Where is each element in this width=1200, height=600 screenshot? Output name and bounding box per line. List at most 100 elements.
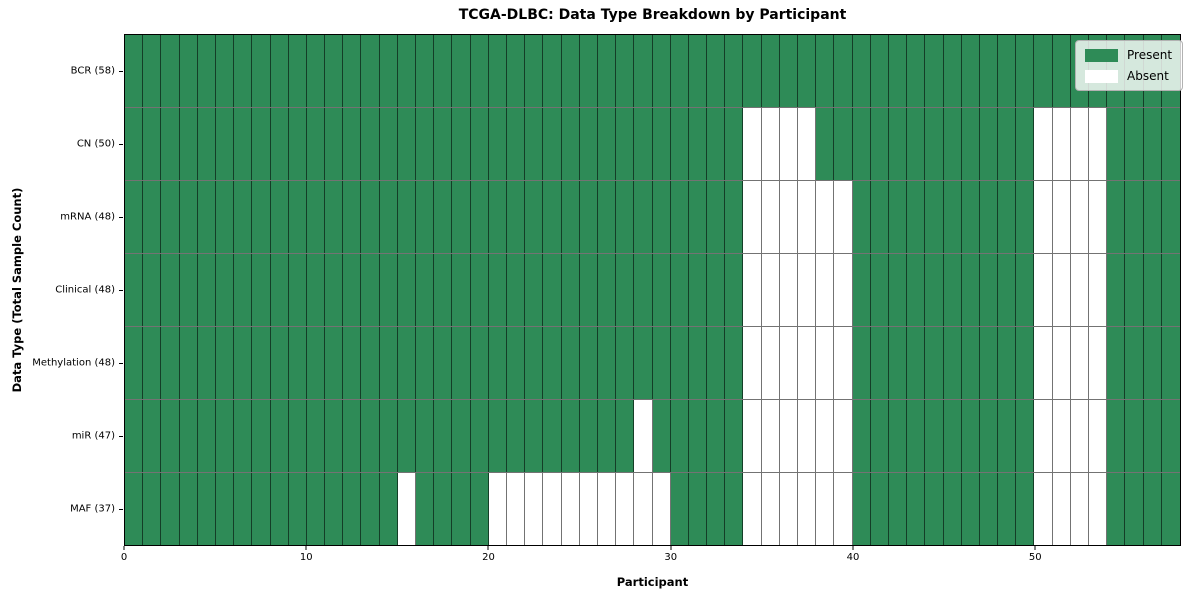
matrix-cell-Methylation-39 xyxy=(834,327,853,399)
matrix-cell-Methylation-32 xyxy=(707,327,726,399)
matrix-cell-CN-6 xyxy=(234,108,253,180)
heatmap-row-MAF xyxy=(125,473,1180,545)
matrix-cell-mRNA-37 xyxy=(798,181,817,253)
matrix-cell-Clinical-45 xyxy=(943,254,962,326)
legend-swatch-present-icon xyxy=(1085,48,1118,62)
matrix-cell-MAF-38 xyxy=(816,473,835,545)
matrix-cell-miR-45 xyxy=(943,400,962,472)
matrix-cell-mRNA-2 xyxy=(161,181,180,253)
matrix-cell-mRNA-53 xyxy=(1089,181,1108,253)
matrix-cell-MAF-19 xyxy=(470,473,489,545)
matrix-cell-Clinical-24 xyxy=(561,254,580,326)
x-tick-mark xyxy=(305,546,307,550)
y-tick-label: MAF (37) xyxy=(70,503,115,515)
matrix-cell-BCR-10 xyxy=(306,35,326,107)
x-tick-mark xyxy=(487,546,489,550)
matrix-cell-BCR-34 xyxy=(743,35,762,107)
matrix-cell-BCR-2 xyxy=(161,35,180,107)
matrix-cell-mRNA-52 xyxy=(1070,181,1090,253)
matrix-cell-MAF-13 xyxy=(361,473,380,545)
matrix-cell-Clinical-2 xyxy=(161,254,180,326)
matrix-cell-CN-2 xyxy=(161,108,180,180)
x-tick-label: 30 xyxy=(664,552,678,563)
matrix-cell-Methylation-45 xyxy=(943,327,962,399)
matrix-cell-MAF-55 xyxy=(1125,473,1144,545)
matrix-cell-CN-57 xyxy=(1161,108,1180,180)
matrix-cell-BCR-3 xyxy=(179,35,198,107)
matrix-cell-BCR-12 xyxy=(343,35,362,107)
matrix-cell-miR-55 xyxy=(1125,400,1144,472)
matrix-cell-MAF-46 xyxy=(961,473,980,545)
matrix-cell-Methylation-26 xyxy=(597,327,617,399)
matrix-cell-MAF-56 xyxy=(1143,473,1162,545)
matrix-cell-Clinical-54 xyxy=(1107,254,1126,326)
matrix-cell-CN-0 xyxy=(125,108,144,180)
matrix-cell-miR-44 xyxy=(925,400,944,472)
matrix-cell-BCR-26 xyxy=(597,35,617,107)
matrix-cell-mRNA-39 xyxy=(834,181,853,253)
matrix-cell-mRNA-17 xyxy=(434,181,453,253)
matrix-cell-CN-32 xyxy=(707,108,726,180)
matrix-cell-miR-52 xyxy=(1070,400,1090,472)
matrix-cell-CN-49 xyxy=(1016,108,1035,180)
matrix-cell-Methylation-23 xyxy=(543,327,562,399)
matrix-cell-BCR-29 xyxy=(652,35,671,107)
matrix-cell-Methylation-4 xyxy=(197,327,216,399)
matrix-cell-miR-35 xyxy=(761,400,780,472)
matrix-cell-Methylation-11 xyxy=(325,327,344,399)
matrix-cell-BCR-47 xyxy=(979,35,999,107)
matrix-cell-MAF-24 xyxy=(561,473,580,545)
matrix-cell-Clinical-49 xyxy=(1016,254,1035,326)
matrix-cell-Methylation-18 xyxy=(452,327,471,399)
matrix-cell-CN-35 xyxy=(761,108,780,180)
matrix-cell-miR-9 xyxy=(288,400,307,472)
matrix-cell-Methylation-36 xyxy=(779,327,799,399)
matrix-cell-BCR-49 xyxy=(1016,35,1035,107)
y-tick-mRNA: mRNA (48) xyxy=(0,211,124,223)
heatmap-row-CN xyxy=(125,108,1180,181)
matrix-cell-BCR-7 xyxy=(252,35,271,107)
matrix-cell-MAF-23 xyxy=(543,473,562,545)
matrix-cell-BCR-39 xyxy=(834,35,853,107)
matrix-cell-mRNA-27 xyxy=(616,181,635,253)
y-tick-mark xyxy=(119,363,123,365)
matrix-cell-CN-8 xyxy=(270,108,289,180)
matrix-cell-CN-38 xyxy=(816,108,835,180)
matrix-cell-CN-41 xyxy=(870,108,889,180)
matrix-cell-BCR-50 xyxy=(1034,35,1053,107)
matrix-cell-BCR-45 xyxy=(943,35,962,107)
matrix-cell-miR-24 xyxy=(561,400,580,472)
matrix-cell-miR-23 xyxy=(543,400,562,472)
matrix-cell-Methylation-38 xyxy=(816,327,835,399)
x-tick-label: 0 xyxy=(120,552,128,563)
matrix-cell-miR-57 xyxy=(1161,400,1180,472)
matrix-cell-mRNA-6 xyxy=(234,181,253,253)
matrix-cell-Methylation-47 xyxy=(979,327,999,399)
matrix-cell-BCR-24 xyxy=(561,35,580,107)
matrix-cell-BCR-33 xyxy=(725,35,744,107)
matrix-cell-mRNA-24 xyxy=(561,181,580,253)
matrix-cell-Methylation-48 xyxy=(998,327,1017,399)
heatmap-row-Methylation xyxy=(125,327,1180,400)
matrix-cell-Clinical-52 xyxy=(1070,254,1090,326)
matrix-cell-MAF-37 xyxy=(798,473,817,545)
matrix-cell-Methylation-41 xyxy=(870,327,889,399)
x-tick-mark xyxy=(670,546,672,550)
matrix-cell-BCR-51 xyxy=(1052,35,1071,107)
matrix-cell-miR-53 xyxy=(1089,400,1108,472)
matrix-cell-Clinical-20 xyxy=(488,254,507,326)
matrix-cell-Methylation-17 xyxy=(434,327,453,399)
matrix-cell-CN-51 xyxy=(1052,108,1071,180)
matrix-cell-BCR-15 xyxy=(397,35,417,107)
y-tick-label: BCR (58) xyxy=(70,65,115,77)
matrix-cell-MAF-34 xyxy=(743,473,762,545)
matrix-cell-BCR-6 xyxy=(234,35,253,107)
matrix-cell-mRNA-44 xyxy=(925,181,944,253)
matrix-cell-MAF-27 xyxy=(616,473,635,545)
matrix-cell-Clinical-39 xyxy=(834,254,853,326)
matrix-cell-CN-9 xyxy=(288,108,307,180)
matrix-cell-CN-10 xyxy=(306,108,326,180)
matrix-cell-MAF-35 xyxy=(761,473,780,545)
matrix-cell-MAF-2 xyxy=(161,473,180,545)
matrix-cell-BCR-37 xyxy=(798,35,817,107)
